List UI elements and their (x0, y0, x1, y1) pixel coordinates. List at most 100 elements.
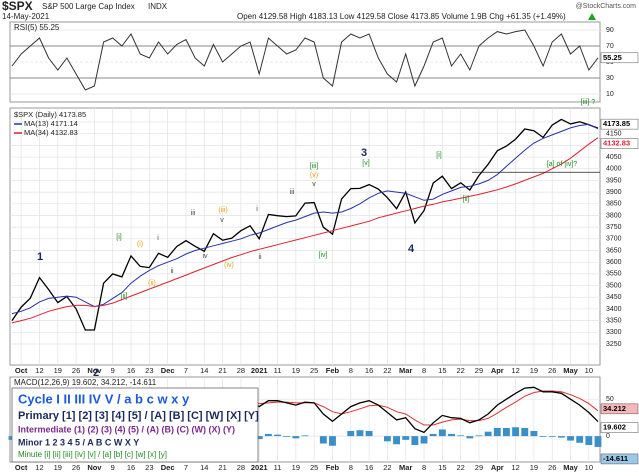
histogram-bar (539, 436, 547, 437)
wave-label: i (157, 235, 159, 242)
histogram-bar (576, 436, 584, 443)
wave-label: [i] (436, 152, 442, 159)
legend-label: MA(13) 4171.14 (24, 119, 78, 128)
y-tick-label: 3850 (606, 201, 622, 208)
quote: Open 4129.58 High 4183.13 Low 4129.58 Cl… (237, 12, 566, 21)
histogram-bar (420, 436, 428, 444)
source: @StockCharts.com (576, 3, 637, 10)
index-name: S&P 500 Large Cap Index (42, 2, 135, 11)
x-tick-label: 19 (292, 366, 300, 375)
wave-label: (v) (310, 172, 318, 179)
x-tick-label: Dec (161, 366, 175, 375)
up-arrow (588, 13, 596, 20)
histogram-bar (493, 428, 501, 437)
histogram-bar (557, 436, 565, 438)
wave-label: 3 (361, 147, 367, 159)
y-tick-label: 90 (606, 27, 614, 34)
x-tick-label: 19 (54, 366, 62, 375)
histogram-bar (429, 433, 437, 437)
x-tick-label: 22 (383, 366, 391, 375)
wave-legend-entry: Minute [i] [ii] [iii] [iv] [v] / [a] [b]… (18, 450, 167, 459)
value-tag (600, 52, 639, 64)
histogram-bar (255, 436, 263, 440)
x-tick-label: 14 (200, 366, 208, 375)
y-tick-label: 3700 (606, 236, 622, 243)
wave-legend-entry: Minor 1 2 3 4 5 / A B C W X Y (18, 437, 139, 447)
x-tick-label: Feb (326, 366, 340, 375)
y-tick-label: 3250 (606, 341, 622, 348)
x-tick-label: 23 (145, 366, 153, 375)
y-tick-label: 3550 (606, 271, 622, 278)
x-tick-label: 10 (585, 366, 593, 375)
x-tick-label: 16 (365, 366, 373, 375)
x-tick-label: 23 (145, 463, 153, 472)
y-tick-label: 3950 (606, 177, 622, 184)
x-tick-label: 26 (72, 366, 80, 375)
x-tick-label: 11 (274, 463, 282, 472)
y-tick-label: 70 (606, 43, 614, 50)
wave-label: (iv) (224, 262, 234, 269)
x-tick-label: Nov (87, 366, 102, 375)
y-tick-label: 30 (606, 75, 614, 82)
histogram-bar (548, 436, 556, 437)
histogram-bar (402, 436, 410, 440)
x-tick-label: 12 (35, 463, 43, 472)
x-tick-label: 15 (438, 366, 446, 375)
panel-label: MACD(12,26,9) 19.602, 34.212, -14.611 (14, 378, 157, 387)
histogram-bar (475, 435, 483, 437)
price-panel (9, 107, 601, 366)
x-tick-label: 12 (511, 366, 519, 375)
y-tick-label: 3350 (606, 317, 622, 324)
histogram-bar (292, 436, 300, 439)
x-tick-label: 14 (200, 463, 208, 472)
x-tick-label: 11 (274, 366, 282, 375)
x-tick-label: 22 (456, 463, 464, 472)
value-tag-label: 55.25 (603, 53, 622, 62)
x-tick-label: 19 (530, 463, 538, 472)
x-tick-label: May (563, 366, 578, 375)
x-tick-label: 16 (365, 463, 373, 472)
x-tick-label: 15 (438, 463, 446, 472)
x-tick-label: 12 (35, 366, 43, 375)
histogram-bar (393, 436, 400, 445)
wave-legend-entry: Primary [1] [2] [3] [4] [5] / [A] [B] [C… (18, 410, 259, 422)
x-tick-label: Dec (161, 463, 175, 472)
exchange: INDX (148, 2, 168, 11)
wave-label: [v] (362, 160, 369, 167)
y-tick-label: 4150 (606, 131, 622, 138)
x-tick-label: 19 (530, 366, 538, 375)
x-tick-label: 7 (184, 366, 188, 375)
histogram-bar (530, 430, 538, 437)
x-tick-label: 29 (475, 463, 483, 472)
histogram-bar (274, 434, 281, 437)
histogram-bar (567, 436, 574, 441)
x-tick-label: Nov (87, 463, 102, 472)
line (11, 29, 599, 91)
histogram-bar (594, 436, 602, 447)
histogram-bar (356, 430, 364, 437)
wave-label: [ii] (121, 293, 128, 300)
value-tag (600, 453, 639, 465)
histogram-bar (512, 427, 520, 437)
value-tag (600, 118, 639, 130)
x-tick-label: Apr (491, 366, 504, 375)
y-tick-label: 4000 (606, 166, 622, 173)
histogram-bar (283, 436, 291, 437)
histogram-bar (585, 436, 593, 445)
y-tick-label: 3800 (606, 212, 622, 219)
panel-label: RSI(5) 55.25 (14, 23, 60, 32)
x-tick-label: 7 (184, 463, 188, 472)
x-tick-label: 10 (585, 463, 593, 472)
line (11, 118, 599, 331)
date: 14-May-2021 (2, 12, 50, 21)
x-tick-label: 26 (548, 366, 556, 375)
x-tick-label: Mar (399, 366, 412, 375)
value-tag-label: -14.611 (603, 454, 628, 463)
wave-label: 2 (93, 367, 99, 379)
wave-label: [iii] ? (581, 99, 596, 106)
x-tick-label: 29 (475, 366, 483, 375)
y-tick-label: 3650 (606, 247, 622, 254)
legend-label: $SPX (Daily) 4173.85 (14, 110, 86, 119)
y-tick-label: 0 (606, 433, 610, 440)
wave-label: [a] of [iv]? (547, 161, 577, 168)
